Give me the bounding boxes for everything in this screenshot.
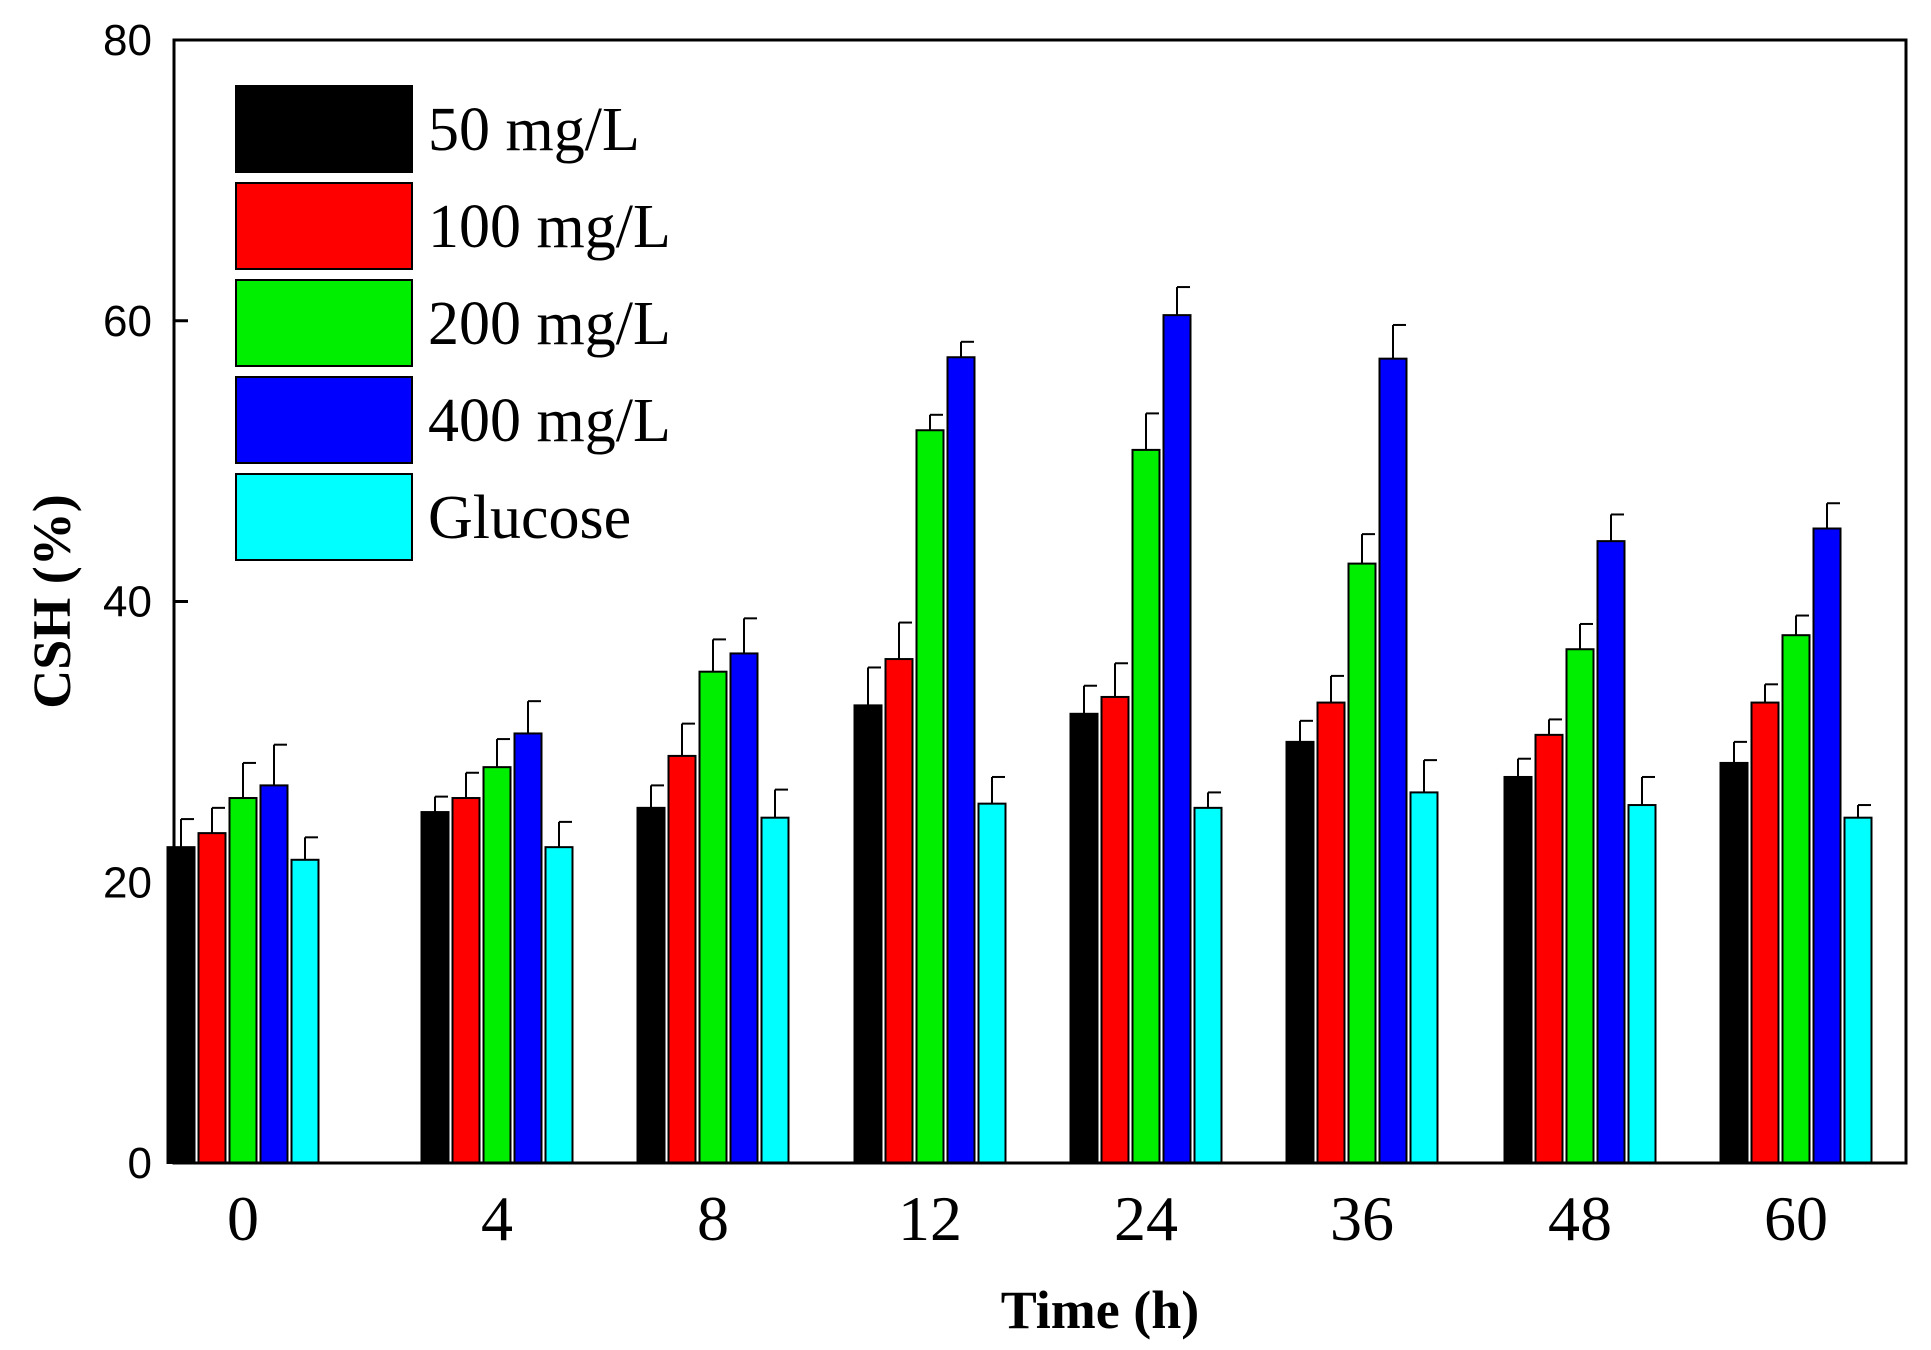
bar-glucose-t4 <box>544 846 574 1164</box>
legend: 50 mg/L 100 mg/L 200 mg/L 400 mg/L Glucose <box>235 85 671 561</box>
bar-glucose-t8 <box>760 816 790 1164</box>
bar-glucose-t36 <box>1409 791 1439 1164</box>
bar-50-mg-l-t12 <box>853 704 883 1164</box>
legend-swatch <box>235 376 413 464</box>
bar-glucose-t48 <box>1627 804 1657 1164</box>
legend-label: 50 mg/L <box>428 96 640 164</box>
bar-50-mg-l-t0 <box>166 846 196 1164</box>
bar-50-mg-l-t4 <box>420 811 450 1164</box>
bar-400-mg-l-t24 <box>1162 314 1192 1164</box>
bar-100-mg-l-t12 <box>884 658 914 1165</box>
bar-50-mg-l-t24 <box>1069 712 1099 1164</box>
bar-100-mg-l-t24 <box>1100 695 1130 1165</box>
bar-200-mg-l-t12 <box>915 429 945 1164</box>
bar-200-mg-l-t60 <box>1781 634 1811 1164</box>
bar-400-mg-l-t4 <box>513 732 543 1164</box>
bar-100-mg-l-t4 <box>451 797 481 1165</box>
bar-400-mg-l-t0 <box>259 784 289 1164</box>
x-tick-label: 60 <box>1764 1183 1828 1254</box>
x-tick-label: 4 <box>481 1183 513 1254</box>
x-axis-ticks: 0 4 8 12 24 36 48 60 <box>227 1183 1828 1254</box>
bar-400-mg-l-t48 <box>1596 540 1626 1164</box>
bar-200-mg-l-t36 <box>1347 562 1377 1164</box>
error-bars-layer <box>180 286 1871 860</box>
bars-layer <box>166 314 1873 1165</box>
legend-swatch <box>235 182 413 270</box>
y-axis-title: CSH (%) <box>22 494 82 709</box>
bar-glucose-t24 <box>1193 806 1223 1164</box>
y-tick-label: 80 <box>103 16 152 65</box>
bar-100-mg-l-t48 <box>1534 733 1564 1164</box>
bar-200-mg-l-t0 <box>228 797 258 1165</box>
bar-400-mg-l-t60 <box>1812 527 1842 1164</box>
legend-label: 100 mg/L <box>428 193 671 261</box>
bar-100-mg-l-t60 <box>1750 701 1780 1164</box>
legend-label: Glucose <box>428 484 631 552</box>
x-tick-label: 36 <box>1330 1183 1394 1254</box>
legend-label: 200 mg/L <box>428 290 671 358</box>
bar-glucose-t0 <box>290 858 320 1164</box>
bar-100-mg-l-t8 <box>667 754 697 1164</box>
bar-50-mg-l-t8 <box>636 806 666 1164</box>
y-tick-label: 40 <box>103 578 152 627</box>
bar-100-mg-l-t0 <box>197 832 227 1165</box>
x-tick-label: 24 <box>1114 1183 1178 1254</box>
x-tick-label: 0 <box>227 1183 259 1254</box>
legend-label: 400 mg/L <box>428 387 671 455</box>
x-axis-title: Time (h) <box>1001 1280 1200 1340</box>
y-axis-ticks: 0 20 40 60 80 <box>103 16 188 1188</box>
x-tick-label: 48 <box>1548 1183 1612 1254</box>
legend-swatch <box>235 473 413 561</box>
bar-200-mg-l-t8 <box>698 670 728 1164</box>
bar-400-mg-l-t12 <box>946 356 976 1164</box>
y-tick-label: 60 <box>103 297 152 346</box>
bar-glucose-t60 <box>1843 816 1873 1164</box>
y-tick-label: 20 <box>103 858 152 907</box>
bar-400-mg-l-t36 <box>1378 357 1408 1164</box>
legend-swatch <box>235 279 413 367</box>
bar-200-mg-l-t48 <box>1565 648 1595 1164</box>
bar-400-mg-l-t8 <box>729 652 759 1164</box>
bar-50-mg-l-t60 <box>1719 761 1749 1165</box>
bar-200-mg-l-t4 <box>482 766 512 1165</box>
bar-200-mg-l-t24 <box>1131 448 1161 1164</box>
bar-100-mg-l-t36 <box>1316 701 1346 1164</box>
y-tick-label: 0 <box>128 1139 152 1188</box>
bar-50-mg-l-t36 <box>1285 740 1315 1164</box>
x-tick-label: 12 <box>898 1183 962 1254</box>
legend-swatch <box>235 85 413 173</box>
bar-glucose-t12 <box>977 802 1007 1164</box>
x-tick-label: 8 <box>697 1183 729 1254</box>
bar-50-mg-l-t48 <box>1503 775 1533 1164</box>
